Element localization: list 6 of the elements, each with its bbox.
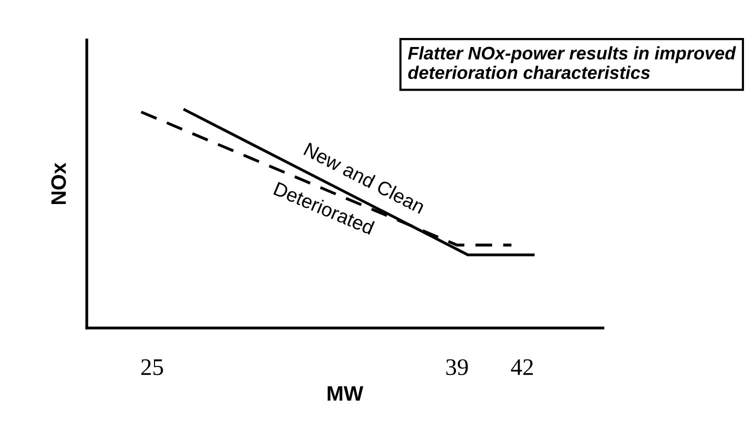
x-tick-label: 42 bbox=[510, 359, 533, 375]
x-tick-label: 39 bbox=[446, 359, 468, 376]
x-tick-label: 25 bbox=[141, 359, 163, 376]
y-axis-title: NOx bbox=[51, 162, 66, 204]
x-axis-title: MW bbox=[328, 386, 364, 401]
text: Flatter NOx-power results in improved deterioration characteristics bbox=[408, 46, 736, 80]
